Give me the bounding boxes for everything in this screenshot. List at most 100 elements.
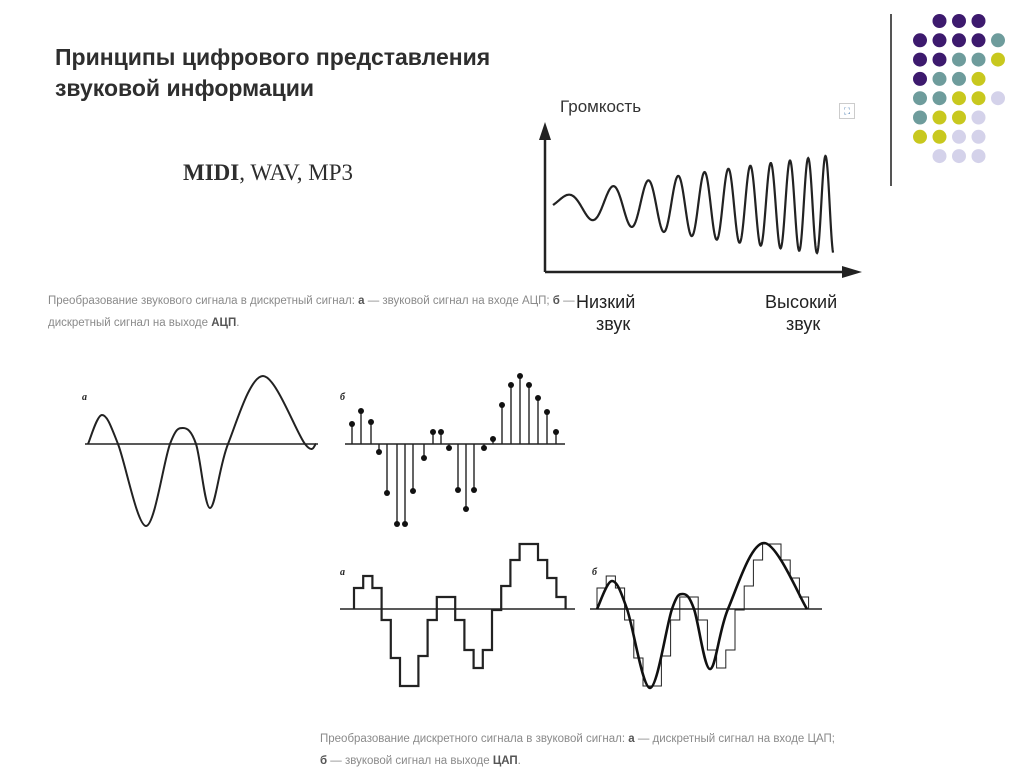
sample-dot [553,429,559,435]
decor-dot [932,129,947,144]
decor-dot [971,129,986,144]
sample-dot [430,429,436,435]
dac-caption-t1: Преобразование дискретного сигнала в зву… [320,733,629,745]
decor-dot [952,110,966,125]
adc-panel-b-label: б [340,392,346,403]
sample-dot [446,445,452,451]
decor-dot [913,71,927,86]
adc-caption-t1: Преобразование звукового сигнала в дискр… [48,295,359,307]
decor-dot [952,149,966,164]
adc-a-wave [87,374,317,528]
decor-dot [913,33,927,48]
adc-caption-a: а [358,295,365,307]
low-sound-label-2: звук [596,314,630,334]
decor-dot [971,14,986,28]
slide-title: Принципы цифрового представления звуково… [55,42,575,104]
decor-dot [913,110,927,125]
adc-caption-b: б [552,295,560,307]
decor-dot [952,129,966,144]
decor-dot [991,33,1005,48]
decorative-dot-grid [913,14,1005,164]
high-sound-label-1: Высокий [765,292,837,312]
loudness-y-title: Громкость [560,97,641,116]
decor-dot [932,71,947,86]
adc-panel-a: а [82,374,318,528]
sample-dot [481,445,487,451]
adc-caption-t2: — звуковой сигнал на входе АЦП; [364,295,553,307]
sample-dot [499,402,505,408]
title-line-1: Принципы цифрового представления [55,44,491,70]
decor-dot [932,52,947,67]
decor-dot [913,129,927,144]
dac-caption-end: ЦАП [492,755,518,767]
loudness-chirp-wave [552,154,835,255]
dac-caption: Преобразование дискретного сигнала в зву… [320,728,840,772]
dac-b-staircase [596,543,810,687]
dac-caption-b: б [320,755,328,767]
decor-dot [932,91,947,106]
decor-dot [952,71,966,86]
dac-caption-t2: — дискретный сигнал на входе ЦАП; [634,733,836,745]
dac-caption-dot: . [517,755,521,767]
sample-dot [463,506,469,512]
sample-dot [394,521,400,527]
decorative-divider [890,14,892,186]
sample-dot [368,419,374,425]
sample-dot [455,487,461,493]
dac-a-staircase [352,542,567,688]
adc-caption: Преобразование звукового сигнала в дискр… [48,290,588,334]
decor-dot [932,33,947,48]
adc-caption-end: АЦП [211,317,237,329]
adc-panel-a-label: а [82,392,87,403]
decor-dot [952,33,966,48]
sample-dot [402,521,408,527]
decor-dot [971,110,986,125]
dac-panel-b: б [590,541,822,690]
decor-dot [952,14,966,28]
decor-dot [971,149,986,164]
sample-dot [438,429,444,435]
decor-dot [971,52,986,67]
dac-panel-b-label: б [592,567,598,578]
adc-caption-t3: — дискретный сигнал на выходе [48,295,575,329]
dac-panel-a-label: а [340,567,345,578]
dac-b-smooth-wave [595,541,809,690]
sample-dot [508,382,514,388]
decor-dot [971,71,986,86]
format-wav: WAV [250,160,297,185]
decor-dot [913,91,927,106]
dac-panel-a: а [340,542,575,688]
loudness-y-arrow [539,122,551,140]
decor-dot [932,110,947,125]
format-midi: MIDI [183,160,240,185]
decor-dot [932,149,947,164]
sample-dot [471,487,477,493]
sample-dot [535,395,541,401]
decor-dot [952,91,966,106]
sample-dot [517,373,523,379]
sample-dot [544,409,550,415]
title-line-2: звуковой информации [55,75,315,101]
format-sep-1: , [239,160,251,185]
adc-caption-dot: . [236,317,240,329]
decor-dot [991,91,1005,106]
high-sound-label-2: звук [786,314,820,334]
format-sep-2: , [296,160,309,185]
sample-dot [349,421,355,427]
sample-dot [376,449,382,455]
sample-dot [384,490,390,496]
expand-icon[interactable]: ⛶ [839,103,855,119]
sample-dot [410,488,416,494]
dac-caption-a: а [628,733,635,745]
sample-dot [421,455,427,461]
sample-dot [490,436,496,442]
decor-dot [932,14,947,28]
decor-dot [991,52,1005,67]
loudness-chart: Громкость Низкий звук Высокий звук [539,97,862,334]
decor-dot [913,52,927,67]
loudness-x-arrow [842,266,862,278]
sample-dot [358,408,364,414]
decor-dot [971,33,986,48]
format-mp3: MP3 [308,160,354,185]
